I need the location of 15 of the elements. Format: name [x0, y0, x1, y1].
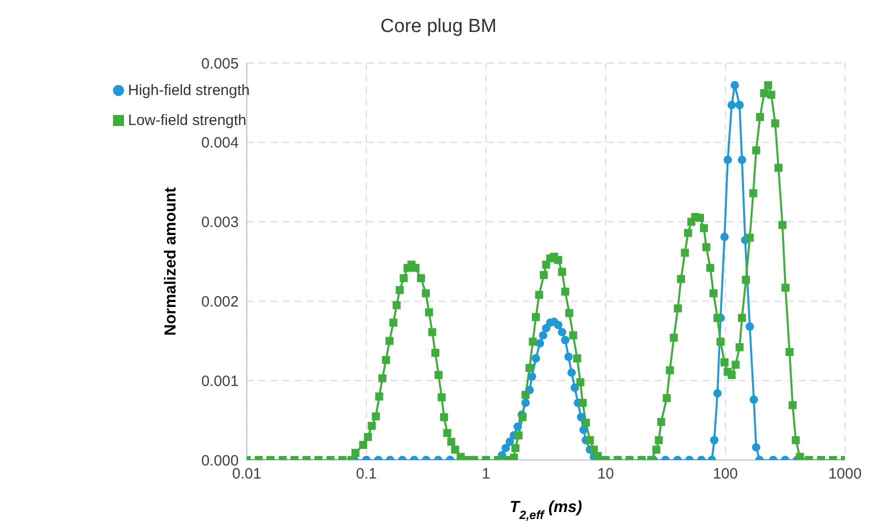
y-tick-label: 0.001: [201, 372, 239, 390]
x-tick-label: 1000: [828, 466, 862, 483]
legend-label: Low-field strength: [128, 112, 246, 129]
y-tick-label: 0.002: [201, 294, 239, 311]
x-axis-title: T$_{2,eff}$ (ms): [510, 499, 582, 522]
y-axis-title: Normalized amount: [162, 186, 180, 336]
x-tick-label: 0.1: [356, 466, 377, 483]
y-tick-label: 0.005: [201, 55, 239, 72]
x-tick-label: 100: [712, 466, 738, 483]
chart-title: Core plug BM: [379, 16, 498, 38]
x-tick-label: 10: [597, 466, 614, 483]
x-tick-label: 1: [482, 466, 490, 483]
legend-label: High-field strength: [128, 82, 250, 99]
y-tick-label: 0.004: [201, 134, 239, 152]
y-tick-label: 0.003: [201, 214, 239, 232]
